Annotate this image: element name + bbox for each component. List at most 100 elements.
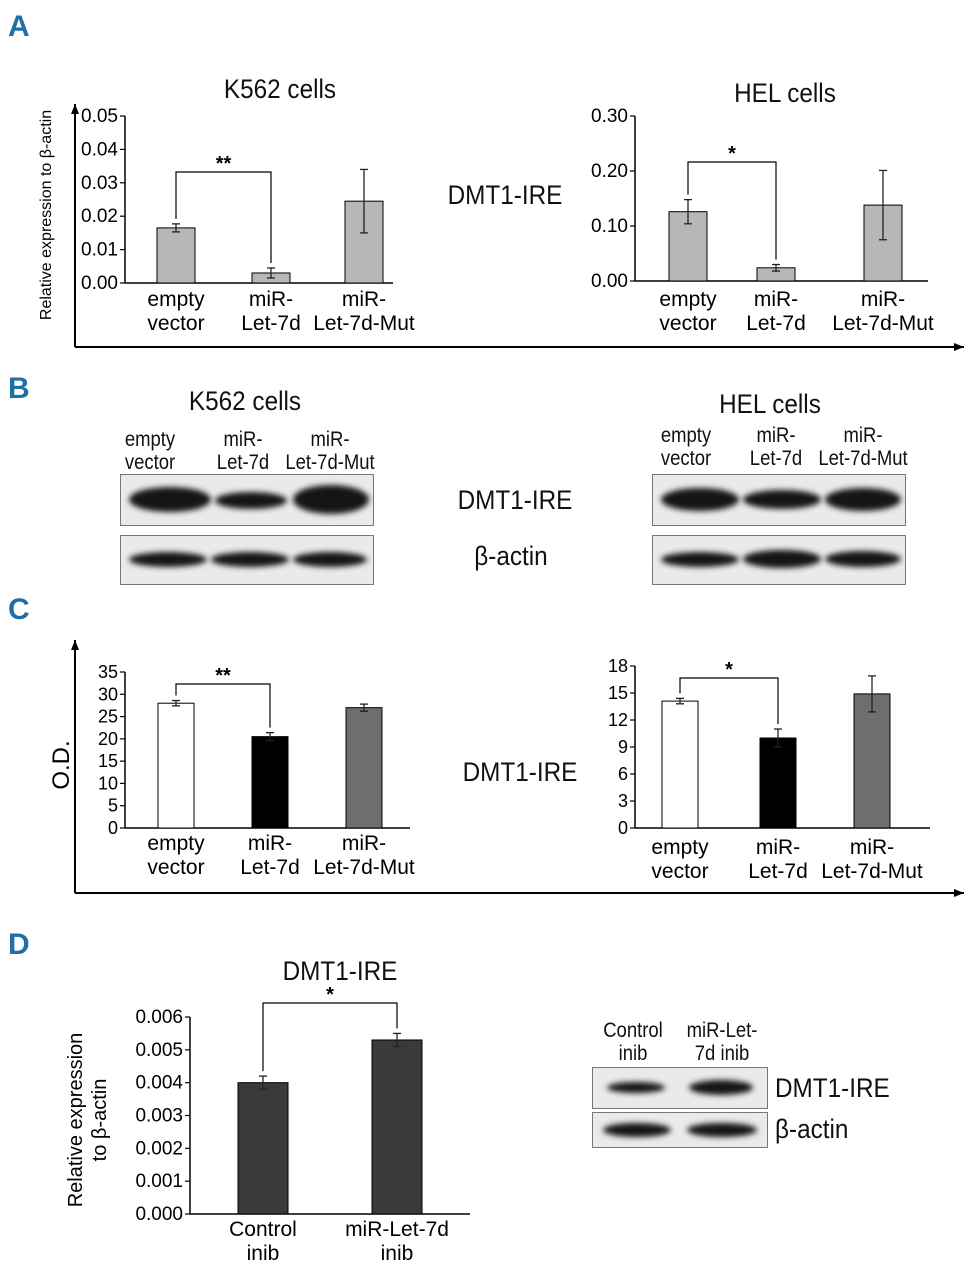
band <box>603 1123 671 1137</box>
blot-k562-dmt1 <box>120 474 374 526</box>
y-tick-label: 9 <box>618 737 628 757</box>
y-tick-label: 5 <box>108 796 118 816</box>
category-label: Let-7d-Mut <box>821 860 923 883</box>
category-label: Let-7d <box>241 312 301 335</box>
y-tick-label: 0 <box>108 818 118 838</box>
category-label: miR- <box>756 836 800 859</box>
category-label: miR-Let-7d <box>345 1218 449 1241</box>
band <box>129 552 207 567</box>
blot-k562-lane-let7d: miR- Let-7d <box>216 428 270 474</box>
y-tick-label: 20 <box>98 729 118 749</box>
y-tick-label: 0.001 <box>135 1171 183 1192</box>
band <box>293 552 367 567</box>
category-label: Let-7d <box>240 856 300 879</box>
panel-a-x-arrowhead <box>954 343 964 351</box>
category-label: miR- <box>249 288 293 311</box>
panel-label-d: D <box>8 928 30 961</box>
category-label: miR- <box>861 288 905 311</box>
significance-label: ** <box>216 153 232 175</box>
band <box>743 550 821 568</box>
band <box>129 487 211 512</box>
y-tick-label: 0.04 <box>81 139 118 160</box>
significance-label: * <box>728 143 736 165</box>
blot-d-dmt1 <box>592 1067 768 1109</box>
blot-d-dmt1-label: DMT1-IRE <box>775 1073 890 1103</box>
bar <box>251 736 289 829</box>
y-tick-label: 30 <box>98 684 118 704</box>
category-label: empty <box>659 288 717 311</box>
category-label: Let-7d-Mut <box>313 312 415 335</box>
panel-label-c: C <box>8 593 30 626</box>
band <box>211 552 289 567</box>
blot-hel-title: HEL cells <box>719 389 821 419</box>
category-label: vector <box>651 860 708 883</box>
category-label: empty <box>147 288 205 311</box>
bar <box>371 1039 423 1215</box>
panel-c-y-arrowhead <box>71 640 79 650</box>
y-tick-label: 35 <box>98 662 118 682</box>
y-tick-label: 6 <box>618 764 628 784</box>
blot-d-lane-control: Control inib <box>603 1019 663 1065</box>
panel-d-ylabel-line2: to β-actin <box>89 1079 111 1162</box>
y-tick-label: 0.00 <box>591 271 628 292</box>
y-tick-label: 10 <box>98 773 118 793</box>
y-tick-label: 0.004 <box>135 1073 183 1094</box>
y-tick-label: 0.00 <box>81 273 118 294</box>
y-tick-label: 12 <box>608 710 628 730</box>
blot-d-lane-inhibitor: miR-Let- 7d inib <box>686 1019 758 1065</box>
band <box>293 485 369 514</box>
panel-c-target-label: DMT1-IRE <box>462 757 578 787</box>
category-label: Let-7d-Mut <box>313 856 415 879</box>
bar <box>237 1082 289 1215</box>
y-tick-label: 0.003 <box>135 1106 183 1127</box>
band <box>687 1123 757 1137</box>
category-label: miR- <box>754 288 798 311</box>
blot-hel-dmt1 <box>652 474 906 526</box>
blot-hel-lane-empty: empty vector <box>660 424 712 470</box>
band <box>743 490 821 509</box>
panel-c-ylabel: O.D. <box>48 740 75 789</box>
significance-bracket <box>687 161 777 260</box>
blot-d-actin-label: β-actin <box>775 1114 849 1144</box>
bar <box>156 227 196 284</box>
category-label: vector <box>147 312 204 335</box>
category-label: inib <box>381 1242 414 1265</box>
category-label: vector <box>147 856 204 879</box>
panel-d-title: DMT1-IRE <box>282 956 398 986</box>
bar <box>759 737 797 829</box>
blot-b-actin-label: β-actin <box>474 541 548 571</box>
category-label: Let-7d <box>746 312 806 335</box>
y-tick-label: 0 <box>618 818 628 838</box>
band <box>689 1080 753 1095</box>
significance-label: * <box>326 984 334 1006</box>
panel-label-a: A <box>8 10 30 43</box>
panel-a-target-label: DMT1-IRE <box>447 180 563 210</box>
blot-k562-title: K562 cells <box>188 386 302 416</box>
y-tick-label: 3 <box>618 791 628 811</box>
category-label: Let-7d <box>748 860 808 883</box>
panel-d-ylabel-line1: Relative expression <box>65 1033 87 1208</box>
blot-hel-lane-mut: miR- Let-7d-Mut <box>818 424 908 470</box>
y-tick-label: 0.02 <box>81 206 118 227</box>
y-tick-label: 0.20 <box>591 161 628 182</box>
category-label: miR- <box>850 836 894 859</box>
bar <box>853 693 891 829</box>
y-tick-label: 0.05 <box>81 106 118 127</box>
blot-k562-actin <box>120 535 374 585</box>
band <box>215 492 287 509</box>
category-label: empty <box>147 832 205 855</box>
blot-k562-lane-empty: empty vector <box>124 428 176 474</box>
bar <box>344 200 384 284</box>
category-label: vector <box>659 312 716 335</box>
significance-label: * <box>725 659 733 681</box>
panel-a-ylabel: Relative expression to β-actin <box>38 110 55 320</box>
category-label: miR- <box>342 832 386 855</box>
y-tick-label: 25 <box>98 707 118 727</box>
category-label: miR- <box>342 288 386 311</box>
y-tick-label: 0.01 <box>81 240 118 261</box>
band <box>661 552 739 567</box>
band <box>825 551 901 567</box>
y-tick-label: 0.30 <box>591 106 628 127</box>
significance-bracket <box>175 171 272 263</box>
